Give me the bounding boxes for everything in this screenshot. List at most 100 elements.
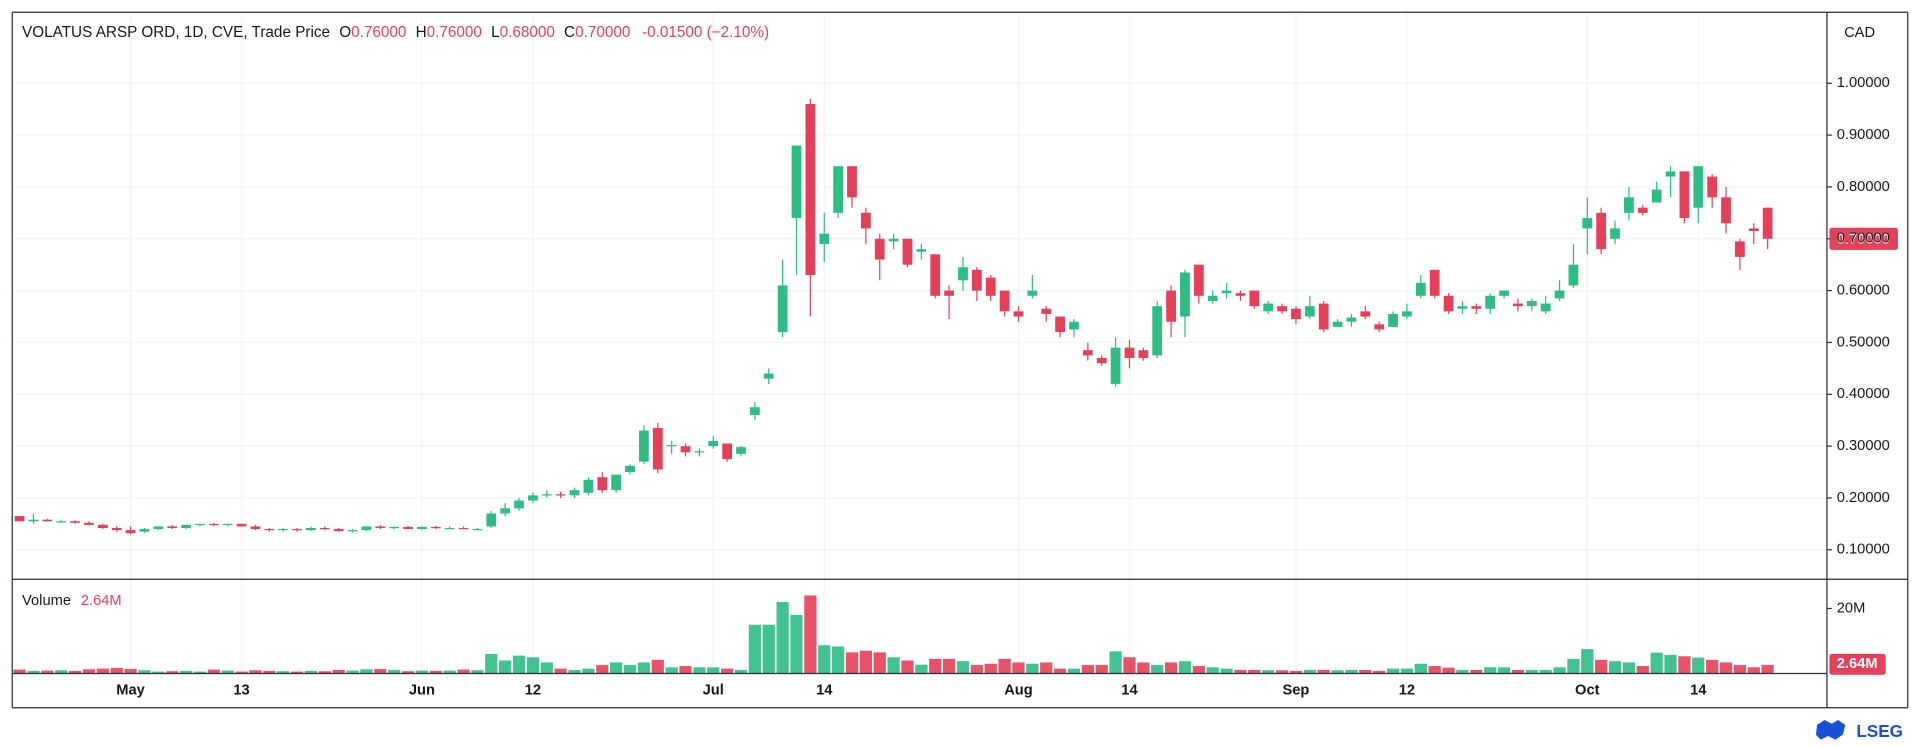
candle-body <box>333 529 344 532</box>
candle-body <box>375 526 386 529</box>
x-tick-label: Sep <box>1282 683 1309 699</box>
x-tick-label: 13 <box>233 683 249 699</box>
candle-body <box>680 446 691 453</box>
candle-body <box>236 523 247 527</box>
volume-bar <box>970 665 983 674</box>
y-tick-label: 0.30000 <box>1837 438 1890 454</box>
volume-bar <box>526 657 540 674</box>
volume-bar <box>1026 663 1039 674</box>
candle-body <box>958 267 968 281</box>
candle-body <box>1568 264 1579 286</box>
candle-body <box>1721 197 1731 224</box>
candle-body <box>1637 207 1648 213</box>
volume-bar <box>207 669 220 674</box>
volume-bar <box>152 671 165 674</box>
candle-body <box>153 526 164 530</box>
candle-body <box>749 407 760 416</box>
candle-body <box>1388 313 1398 327</box>
volume-bar <box>1539 669 1552 674</box>
volume-bar <box>1692 657 1705 674</box>
open-value: 0.76000 <box>351 24 406 41</box>
volume-bar <box>68 670 82 674</box>
volume-bar <box>499 660 512 674</box>
volume-bar <box>832 646 845 674</box>
candle-body <box>597 477 608 491</box>
candle-body <box>1610 228 1620 239</box>
volume-bar <box>887 657 900 674</box>
candle-body <box>791 145 802 219</box>
volume-badge-label: 2.64M <box>1837 656 1878 672</box>
candle-body <box>1499 290 1509 296</box>
candle-body <box>1096 357 1107 364</box>
candle-body <box>347 530 358 532</box>
candle-body <box>1415 282 1426 296</box>
volume-bar <box>1706 659 1719 674</box>
volume-bar <box>1650 652 1663 674</box>
candle-body <box>1651 189 1662 203</box>
candle-body <box>1055 316 1065 333</box>
volume-bar <box>776 601 789 674</box>
volume-bar <box>457 669 470 674</box>
volume-bar <box>1386 668 1400 674</box>
volume-bar <box>1303 669 1316 674</box>
candle-body <box>500 508 511 514</box>
volume-bar <box>637 662 651 674</box>
volume-bar <box>1164 662 1178 674</box>
volume-bar <box>651 659 664 674</box>
candle-body <box>1679 171 1690 219</box>
volume-bar <box>1206 667 1219 674</box>
candle-body <box>1540 303 1551 312</box>
candle-body <box>250 526 261 530</box>
volume-bar <box>748 624 762 674</box>
y-tick-label: 0.60000 <box>1837 282 1890 298</box>
volume-bar <box>901 660 914 674</box>
candle-body <box>639 430 649 462</box>
change-value: -0.01500 (−2.10%) <box>642 24 769 41</box>
candle-body <box>1041 308 1052 314</box>
candle-body <box>1471 306 1482 309</box>
volume-bar <box>1636 666 1649 674</box>
volume-bar <box>707 667 720 674</box>
candle-body <box>389 526 400 529</box>
candle-body <box>541 494 552 496</box>
volume-bar <box>1456 669 1469 674</box>
price-badge-label: 0.70000 <box>1837 231 1890 247</box>
volume-bar <box>1109 651 1122 674</box>
volume-bar <box>1678 656 1691 674</box>
candle-body <box>1152 306 1163 356</box>
brand-icon <box>1815 720 1846 740</box>
candle-body <box>722 443 733 460</box>
volume-bar <box>249 670 262 674</box>
volume-bar <box>13 669 26 674</box>
volume-bar <box>1234 669 1247 674</box>
candle-body <box>167 526 178 529</box>
candle-body <box>28 519 39 522</box>
candle-body <box>874 238 885 260</box>
volume-bar <box>1040 662 1053 674</box>
grid <box>12 12 1832 674</box>
y-tick-label: 0.50000 <box>1837 334 1890 350</box>
volume-bar <box>485 653 498 674</box>
volume-bar <box>401 671 415 674</box>
volume-bar <box>859 650 872 674</box>
currency-label[interactable]: CAD <box>1844 25 1875 41</box>
candle-body <box>292 529 302 531</box>
volume-title: Volume 2.64M <box>22 593 122 609</box>
candle-body <box>1221 290 1232 294</box>
candle-body <box>361 526 372 531</box>
volume-bar <box>942 658 956 674</box>
x-tick-label: Aug <box>1004 683 1033 699</box>
volume-bar <box>1123 657 1136 674</box>
volume-bar <box>1414 663 1427 674</box>
candle-body <box>1207 295 1218 301</box>
candle-body <box>195 523 205 526</box>
volume-bar <box>1192 666 1205 674</box>
volume-bar <box>332 669 345 674</box>
volume-bar <box>277 671 290 674</box>
candle-body <box>569 490 580 496</box>
candle-body <box>666 445 677 447</box>
volume-bar <box>1553 667 1566 674</box>
volume-bar <box>915 664 928 674</box>
candle-body <box>444 528 455 530</box>
